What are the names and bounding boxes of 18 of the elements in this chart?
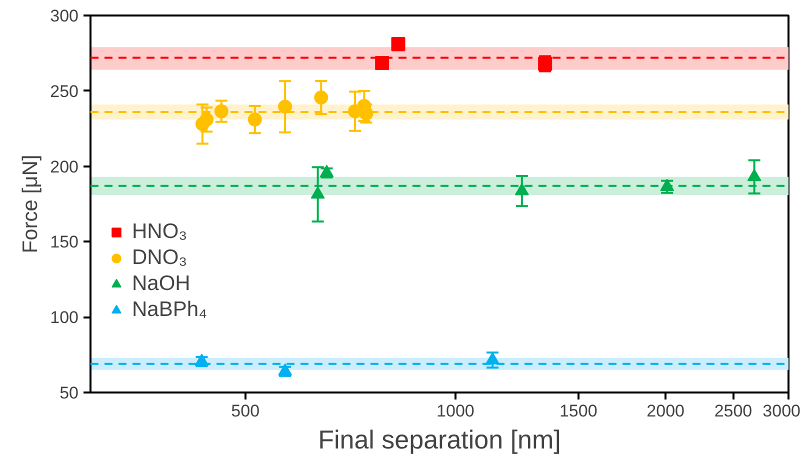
legend-label: NaBPh₄ [132, 298, 208, 322]
legend-label: HNO₃ [132, 220, 188, 244]
x-tick-label: 500 [231, 402, 260, 420]
x-tick-label: 2000 [646, 402, 685, 420]
y-tick-label: 50 [60, 384, 79, 402]
y-tick-label: 150 [50, 232, 79, 252]
x-tick-label: 1000 [436, 402, 474, 420]
x-tick-label: 2500 [714, 402, 752, 420]
y-tick-label: 250 [50, 82, 79, 101]
x-tick-label: 3000 [762, 402, 801, 420]
legend-label: DNO₃ [132, 246, 188, 270]
y-tick-label: 100 [50, 308, 79, 328]
y-tick-label: 300 [50, 6, 79, 26]
y-axis-title: Force [μN] [19, 154, 42, 254]
x-axis-title: Final separation [nm] [318, 424, 561, 454]
legend-label: NaOH [132, 272, 190, 296]
x-tick-label: 1500 [559, 402, 598, 420]
y-tick-label: 200 [50, 157, 79, 176]
